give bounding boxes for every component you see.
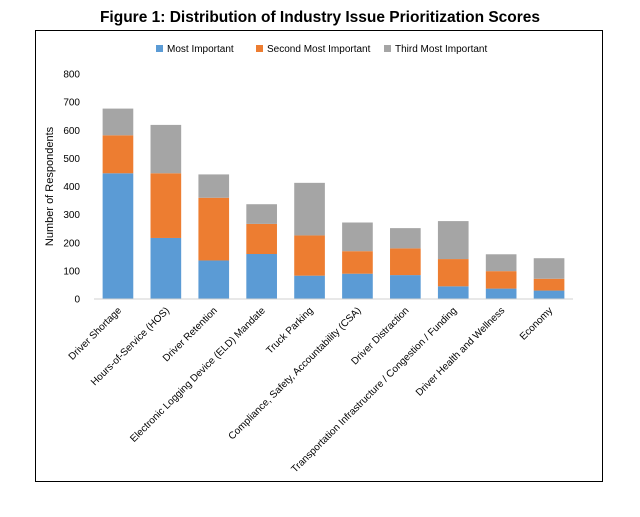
bar-segment (198, 260, 230, 299)
bar-segment (485, 254, 517, 272)
bar-segment (102, 173, 134, 299)
bar-segment (246, 254, 277, 299)
bar-segment (342, 251, 373, 274)
bar-segment (390, 228, 421, 249)
y-tick-label: 300 (63, 210, 80, 221)
bar-segment (150, 173, 182, 238)
y-tick-label: 200 (63, 238, 80, 249)
y-tick-label: 100 (63, 266, 80, 277)
bar-segment (246, 204, 277, 224)
bar-segment (437, 259, 469, 287)
bar-segment (342, 273, 373, 299)
bar-segment (342, 222, 373, 252)
y-tick-label: 500 (63, 154, 80, 165)
y-tick-label: 0 (74, 295, 80, 306)
y-tick-label: 400 (63, 182, 80, 193)
legend-label-2: Third Most Important (395, 44, 487, 55)
legend: Most Important Second Most Important Third… (156, 44, 487, 55)
bar-segment (294, 275, 325, 299)
y-axis: 0 100 200 300 400 500 600 700 800 Number of Respo… (44, 70, 80, 306)
x-tick-label: Economy (518, 305, 555, 342)
bar-segment (102, 135, 134, 174)
x-tick-label: Transportation Infrastructure / Congesti… (290, 305, 460, 475)
bar-segment (294, 182, 325, 236)
legend-swatch-0 (156, 45, 163, 52)
bar-segment (437, 286, 469, 299)
chart-title: Figure 1: Distribution of Industry Issue… (99, 9, 541, 26)
stacked-bar-chart: Most Important Second Most Important Third… (44, 44, 573, 475)
bar-segment (485, 288, 517, 299)
bars (102, 108, 565, 299)
y-tick-label: 700 (63, 98, 80, 109)
bar-segment (150, 237, 182, 299)
x-tick-label: Driver Health and Wellness (414, 305, 507, 398)
bar-segment (533, 278, 565, 291)
y-tick-label: 600 (63, 126, 80, 137)
bar-segment (390, 248, 421, 276)
y-axis-title: Number of Respondents (44, 126, 56, 246)
bar-segment (198, 197, 230, 261)
x-tick-label: Hours-of-Service (HOS) (89, 305, 172, 388)
legend-label-0: Most Important (167, 44, 234, 55)
chart-frame: Most Important Second Most Important Third… (35, 30, 603, 482)
legend-swatch-2 (384, 45, 391, 52)
bar-segment (533, 290, 565, 299)
bar-segment (246, 223, 277, 254)
bar-segment (198, 174, 230, 198)
bar-segment (102, 108, 134, 136)
bar-segment (533, 258, 565, 279)
bar-segment (390, 275, 421, 299)
legend-label-1: Second Most Important (267, 44, 371, 55)
x-tick-label: Truck Parking (265, 305, 316, 356)
legend-swatch-1 (256, 45, 263, 52)
bar-segment (294, 235, 325, 276)
bar-segment (150, 124, 182, 174)
bar-segment (437, 221, 469, 260)
y-tick-label: 800 (63, 70, 80, 81)
bar-segment (485, 271, 517, 289)
